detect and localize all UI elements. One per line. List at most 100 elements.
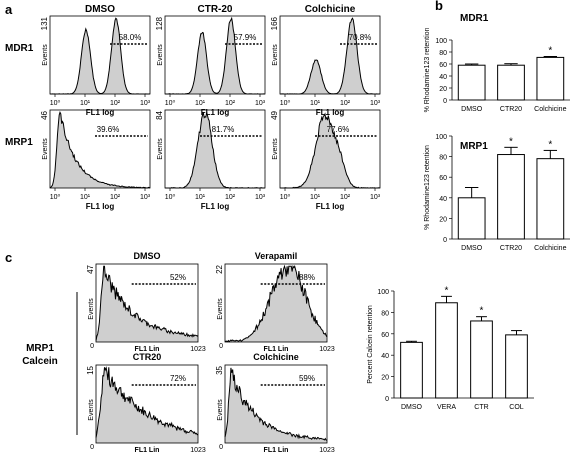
x-tick-label: 10⁰ bbox=[280, 99, 291, 107]
column-label: DMSO bbox=[85, 4, 115, 15]
y-tick-label: 60 bbox=[439, 62, 447, 69]
x-tick-label: 10³ bbox=[370, 194, 381, 201]
x-tick-label: 0 bbox=[219, 444, 223, 451]
y-axis-label: Events bbox=[42, 138, 49, 160]
y-axis-label: Events bbox=[88, 298, 95, 320]
y-tick-label: 100 bbox=[435, 134, 447, 141]
panel-letter-a: a bbox=[5, 2, 13, 17]
plot-frame bbox=[49, 109, 151, 189]
y-tick-label: 40 bbox=[381, 353, 389, 360]
significance-mark: * bbox=[548, 139, 552, 150]
y-axis-label: Events bbox=[157, 138, 164, 160]
panel-letter-b: b bbox=[435, 0, 443, 13]
x-tick-label: 10⁰ bbox=[50, 99, 61, 107]
y-tick-label: 0 bbox=[443, 98, 447, 105]
category-label: CTR20 bbox=[500, 106, 522, 113]
y-max-label: 84 bbox=[155, 110, 164, 119]
y-tick-label: 100 bbox=[435, 38, 447, 45]
column-label: Colchicine bbox=[305, 4, 356, 15]
plot-frame bbox=[95, 263, 199, 343]
y-axis-label: Percent Calcein retention bbox=[367, 305, 374, 384]
category-label: VERA bbox=[437, 404, 456, 411]
x-tick-label: 1023 bbox=[190, 346, 206, 353]
x-tick-label: 10¹ bbox=[80, 100, 91, 107]
panel-letter-c: c bbox=[5, 250, 12, 265]
x-tick-label: 10² bbox=[340, 194, 351, 201]
x-axis-label: FL1 log bbox=[201, 202, 230, 211]
plot-frame bbox=[224, 263, 328, 343]
bar-chart-calcein: 0 20 40 60 80 100 DMSO * VERA * CTR COL Percent Calc… bbox=[367, 285, 534, 411]
y-tick-label: 80 bbox=[439, 155, 447, 162]
y-axis-label: Events bbox=[42, 44, 49, 66]
side-label: Calcein bbox=[22, 356, 58, 367]
y-max-label: 166 bbox=[270, 16, 279, 30]
gate-percent: 70.8% bbox=[349, 33, 372, 42]
x-tick-label: 10² bbox=[225, 100, 236, 107]
y-tick-label: 0 bbox=[385, 396, 389, 403]
histogram-mrp1-dmso: 46 Events 39.6% 10⁰ 10¹ 10² 10³ FL1 log bbox=[40, 109, 151, 211]
column-label: CTR-20 bbox=[197, 4, 232, 15]
chart-title: MRP1 bbox=[460, 141, 488, 152]
histogram-fill bbox=[165, 112, 265, 188]
gate-percent: 88% bbox=[299, 273, 315, 282]
histogram-mdr1-colchicine: 166 Events 70.8% 10⁰ 10¹ 10² 10³ FL1 log bbox=[270, 15, 381, 117]
bar bbox=[457, 64, 486, 101]
category-label: Colchicine bbox=[534, 245, 566, 252]
y-axis-label: Events bbox=[272, 138, 279, 160]
side-label: MRP1 bbox=[26, 343, 54, 354]
y-max-label: 131 bbox=[40, 16, 49, 30]
category-label: DMSO bbox=[461, 245, 483, 252]
x-tick-label: 10² bbox=[110, 194, 121, 201]
y-max-label: 128 bbox=[155, 16, 164, 30]
histogram-calcein-colchicine: Colchicine 35 Events 59% 0 1023 FL1 Lin bbox=[215, 352, 335, 454]
gate-percent: 72% bbox=[170, 374, 186, 383]
x-axis-label: FL1 Lin bbox=[135, 346, 160, 353]
x-tick-label: 10¹ bbox=[80, 194, 91, 201]
x-tick-label: 10² bbox=[110, 100, 121, 107]
y-axis-label: Events bbox=[217, 399, 224, 421]
plot-title: CTR20 bbox=[133, 352, 162, 362]
significance-mark: * bbox=[548, 46, 552, 57]
bar bbox=[400, 341, 423, 399]
x-tick-label: 10³ bbox=[140, 194, 151, 201]
bar bbox=[435, 302, 458, 399]
bar bbox=[457, 197, 486, 240]
plot-title: Verapamil bbox=[255, 251, 298, 261]
x-tick-label: 1023 bbox=[190, 447, 206, 454]
bar bbox=[470, 320, 493, 399]
y-tick-label: 40 bbox=[439, 74, 447, 81]
y-tick-label: 0 bbox=[443, 237, 447, 244]
histogram-fill bbox=[225, 367, 327, 443]
x-tick-label: 0 bbox=[90, 343, 94, 350]
x-axis-label: FL1 Lin bbox=[264, 346, 289, 353]
y-axis-label: Events bbox=[88, 399, 95, 421]
histogram-calcein-ctr20: CTR20 15 Events 72% 0 1023 FL1 Lin bbox=[86, 352, 206, 454]
y-tick-label: 40 bbox=[439, 196, 447, 203]
category-label: DMSO bbox=[461, 106, 483, 113]
gate-percent: 52% bbox=[170, 273, 186, 282]
y-tick-label: 20 bbox=[439, 216, 447, 223]
x-tick-label: 10⁰ bbox=[50, 193, 61, 201]
gate-percent: 59% bbox=[299, 374, 315, 383]
histogram-calcein-dmso: DMSO 47 Events 52% 0 1023 FL1 Lin bbox=[86, 251, 206, 353]
plot-frame bbox=[224, 364, 328, 444]
y-tick-label: 20 bbox=[439, 86, 447, 93]
category-label: DMSO bbox=[401, 404, 423, 411]
x-tick-label: 0 bbox=[90, 444, 94, 451]
plot-title: DMSO bbox=[134, 251, 161, 261]
x-tick-label: 10³ bbox=[370, 100, 381, 107]
gate-percent: 57.9% bbox=[234, 33, 257, 42]
histogram-fill bbox=[280, 114, 380, 188]
category-label: CTR20 bbox=[500, 245, 522, 252]
plot-frame bbox=[164, 15, 266, 95]
x-tick-label: 10³ bbox=[140, 100, 151, 107]
bar bbox=[497, 64, 525, 101]
histogram-fill bbox=[280, 18, 380, 94]
histogram-line bbox=[49, 110, 151, 189]
x-tick-label: 10⁰ bbox=[165, 193, 176, 201]
gate-percent: 58.0% bbox=[119, 33, 142, 42]
x-axis-label: FL1 log bbox=[201, 108, 230, 117]
bar-chart-mdr1: 0 20 40 60 80 100 DMSO CTR20 * Colchicine % Rhodam… bbox=[424, 13, 570, 113]
category-label: CTR bbox=[474, 404, 488, 411]
gate-percent: 81.7% bbox=[212, 125, 235, 134]
